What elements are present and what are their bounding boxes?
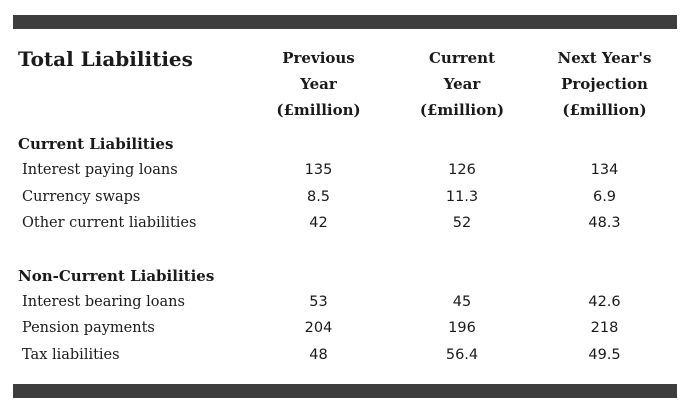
- column-header-line: Year: [443, 75, 481, 93]
- cell-previous-year: 42: [309, 215, 328, 231]
- cell-current-year: 56.4: [445, 346, 479, 363]
- table-row: Tax liabilities 48 56.4 49.5: [13, 342, 677, 369]
- cell-current-year: 196: [448, 320, 476, 336]
- header-row: Total Liabilities Previous Year (£millio…: [13, 45, 677, 131]
- column-header-line: (£million): [562, 101, 647, 119]
- column-header-line: Current: [428, 49, 496, 67]
- column-header-previous-year: Previous Year (£million): [245, 45, 392, 131]
- spacer-cell: [13, 237, 677, 263]
- column-header-projection: Next Year's Projection (£million): [532, 45, 677, 131]
- cell-previous-year: 204: [304, 320, 333, 336]
- liabilities-table: Total Liabilities Previous Year (£millio…: [13, 45, 677, 368]
- bottom-rule: [13, 384, 677, 398]
- cell-current-year: 52: [452, 215, 472, 231]
- table-row: Currency swaps 8.5 11.3 6.9: [13, 184, 677, 211]
- cell-current-year: 45: [452, 293, 472, 310]
- section-header-row: Current Liabilities: [13, 131, 677, 157]
- table-row: Other current liabilities 42 52 48.3: [13, 210, 677, 237]
- cell-previous-year: 135: [304, 162, 333, 178]
- table-row: Pension payments 204 196 218: [13, 315, 677, 342]
- row-label: Tax liabilities: [22, 346, 120, 363]
- column-header-line: Next Year's: [557, 49, 652, 67]
- row-label: Currency swaps: [22, 188, 141, 205]
- cell-previous-year: 8.5: [306, 188, 331, 205]
- column-header-line: (£million): [419, 101, 505, 119]
- cell-previous-year: 53: [309, 293, 328, 310]
- section-title-current-liabilities: Current Liabilities: [18, 135, 174, 153]
- column-header-current-year: Current Year (£million): [392, 45, 532, 131]
- cell-projection: 6.9: [592, 188, 617, 205]
- column-header-line: (£million): [276, 101, 361, 119]
- cell-current-year: 126: [448, 162, 476, 178]
- spacer-row: [13, 237, 677, 263]
- column-header-line: Projection: [561, 75, 648, 93]
- cell-current-year: 11.3: [445, 188, 479, 205]
- cell-previous-year: 48: [309, 346, 328, 363]
- cell-projection: 48.3: [588, 215, 621, 231]
- cell-projection: 42.6: [588, 293, 621, 310]
- cell-projection: 218: [590, 320, 619, 336]
- row-label: Interest bearing loans: [22, 293, 185, 310]
- table-title: Total Liabilities: [18, 47, 193, 71]
- row-label: Pension payments: [22, 320, 155, 336]
- top-rule: [13, 15, 677, 29]
- row-label: Interest paying loans: [22, 162, 178, 178]
- table-row: Interest paying loans 135 126 134: [13, 157, 677, 184]
- column-header-line: Year: [300, 75, 337, 93]
- section-header-row: Non-Current Liabilities: [13, 263, 677, 289]
- table-row: Interest bearing loans 53 45 42.6: [13, 289, 677, 316]
- cell-projection: 49.5: [588, 346, 621, 363]
- section-title-non-current-liabilities: Non-Current Liabilities: [18, 266, 215, 285]
- column-header-line: Previous: [282, 49, 355, 67]
- cell-projection: 134: [590, 162, 619, 178]
- row-label: Other current liabilities: [22, 215, 197, 231]
